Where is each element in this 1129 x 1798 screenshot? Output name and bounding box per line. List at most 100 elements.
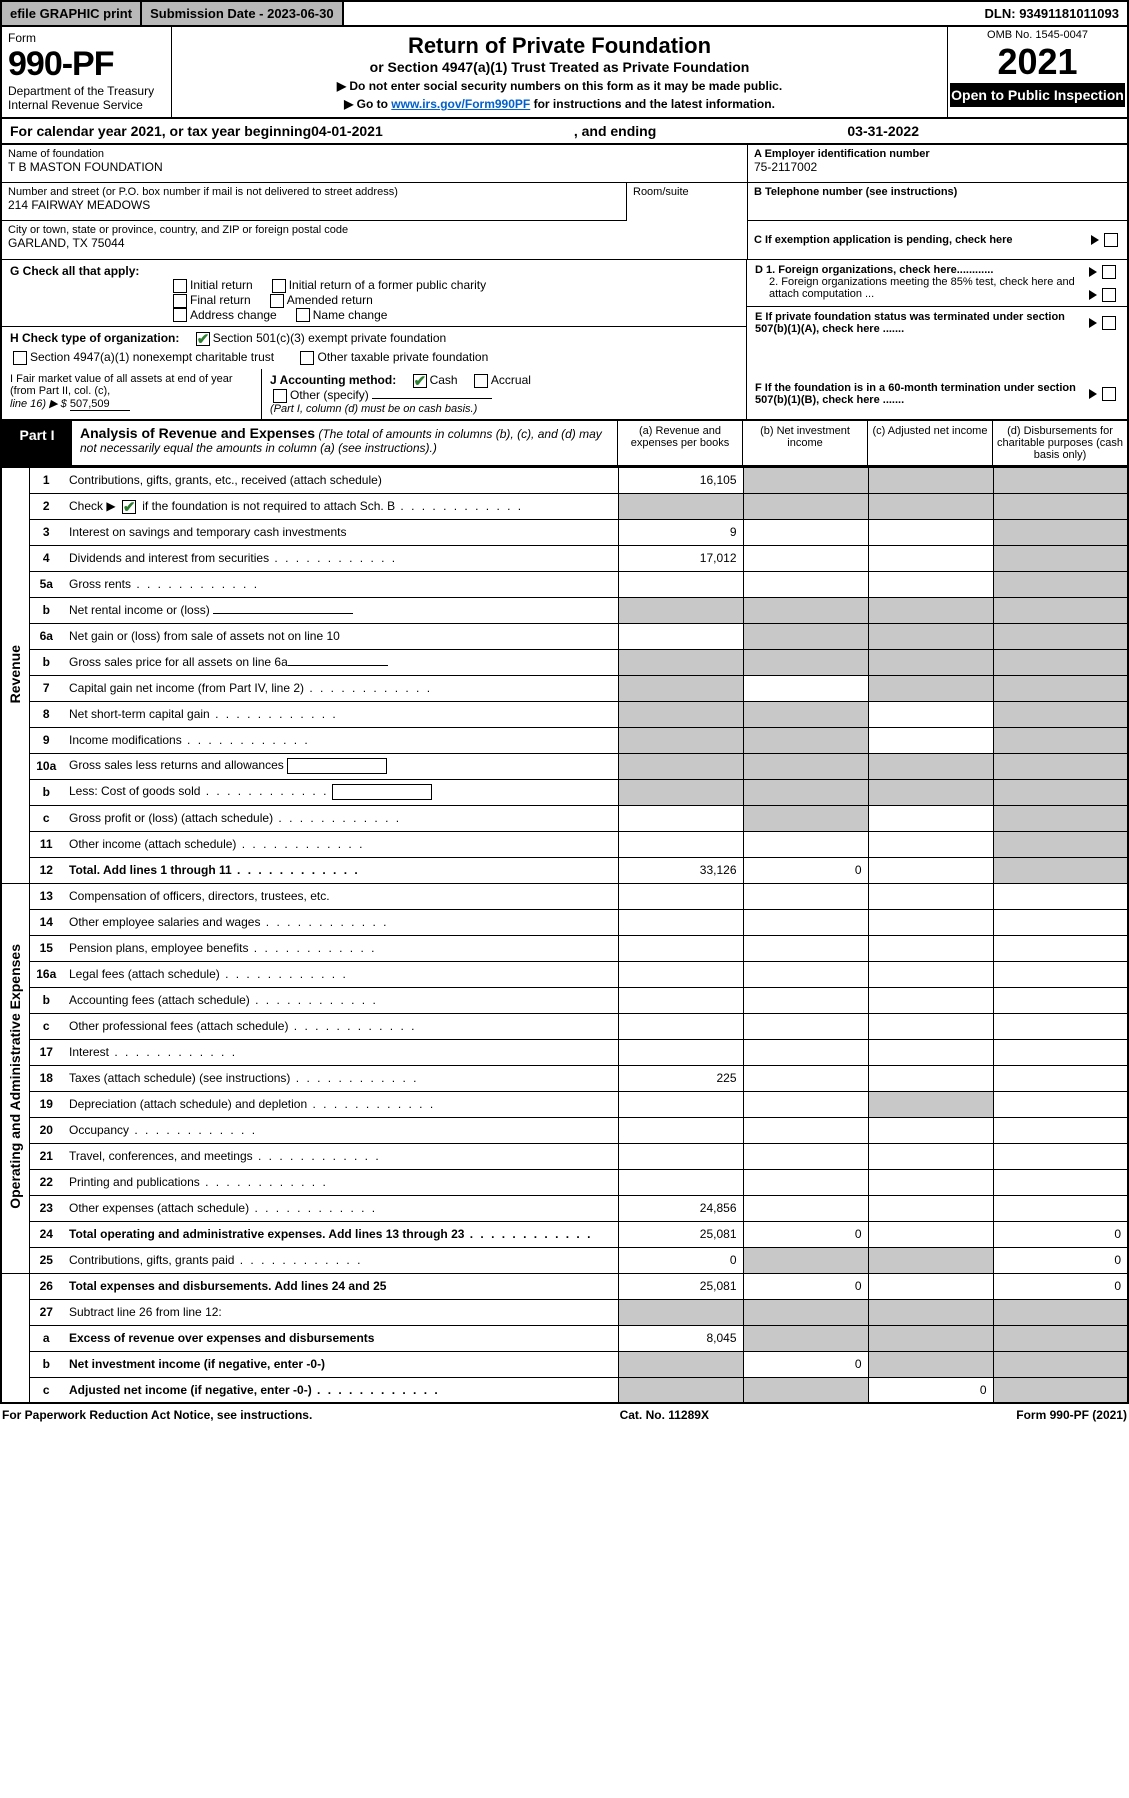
g-final-checkbox[interactable]	[173, 294, 187, 308]
line-8: Net short-term capital gain	[63, 701, 618, 727]
form-subtitle: or Section 4947(a)(1) Trust Treated as P…	[178, 59, 941, 75]
form-label: Form	[8, 31, 165, 45]
j-o1: Cash	[430, 373, 458, 387]
arrow-icon	[1089, 290, 1097, 300]
city-label: City or town, state or province, country…	[8, 224, 741, 236]
g-amended-checkbox[interactable]	[270, 294, 284, 308]
e-checkbox[interactable]	[1102, 316, 1116, 330]
d2-checkbox[interactable]	[1102, 288, 1116, 302]
l12-a: 33,126	[618, 857, 743, 883]
form-title: Return of Private Foundation	[178, 33, 941, 59]
h-label: H Check type of organization:	[10, 331, 179, 345]
i-label-b: line 16) ▶ $	[10, 398, 67, 410]
form-header: Form 990-PF Department of the Treasury I…	[0, 27, 1129, 119]
f-checkbox[interactable]	[1102, 387, 1116, 401]
j-other-checkbox[interactable]	[273, 389, 287, 403]
i-cell: I Fair market value of all assets at end…	[2, 369, 262, 419]
l25-d: 0	[993, 1247, 1128, 1273]
form-number: 990-PF	[8, 45, 165, 84]
ein-cell: A Employer identification number 75-2117…	[748, 145, 1127, 183]
address-cell: Number and street (or P.O. box number if…	[2, 183, 627, 221]
line-7: Capital gain net income (from Part IV, l…	[63, 675, 618, 701]
c-label: C If exemption application is pending, c…	[754, 234, 1013, 246]
omb-label: OMB No. 1545-0047	[950, 29, 1125, 41]
line-3: Interest on savings and temporary cash i…	[63, 519, 618, 545]
submission-date: Submission Date - 2023-06-30	[142, 2, 344, 25]
h-4947-checkbox[interactable]	[13, 351, 27, 365]
efile-button[interactable]: efile GRAPHIC print	[2, 2, 142, 25]
arrow-icon	[1091, 235, 1099, 245]
d1-label: D 1. Foreign organizations, check here..…	[755, 264, 1087, 276]
line-10c: Gross profit or (loss) (attach schedule)	[63, 805, 618, 831]
c-cell: C If exemption application is pending, c…	[748, 221, 1127, 259]
l24-a: 25,081	[618, 1221, 743, 1247]
form-note-1: ▶ Do not enter social security numbers o…	[178, 79, 941, 93]
line-22: Printing and publications	[63, 1169, 618, 1195]
e-row: E If private foundation status was termi…	[747, 307, 1127, 339]
city-cell: City or town, state or province, country…	[2, 221, 747, 259]
g-label: G Check all that apply:	[10, 264, 139, 278]
f-cell: F If the foundation is in a 60-month ter…	[747, 369, 1127, 419]
g-row: G Check all that apply: Initial return I…	[2, 260, 746, 327]
line-5b: Net rental income or (loss)	[63, 597, 618, 623]
calendar-year-row: For calendar year 2021, or tax year begi…	[0, 119, 1129, 145]
j-cash-checkbox[interactable]	[413, 374, 427, 388]
h-o1: Section 501(c)(3) exempt private foundat…	[213, 331, 446, 345]
line-27b: Net investment income (if negative, ente…	[63, 1351, 618, 1377]
room-label: Room/suite	[633, 186, 741, 198]
col-d-head: (d) Disbursements for charitable purpose…	[992, 421, 1127, 465]
part1-header: Part I Analysis of Revenue and Expenses …	[0, 421, 1129, 467]
l27a-a: 8,045	[618, 1325, 743, 1351]
dln-label: DLN: 93491181011093	[977, 2, 1127, 25]
dept-line-2: Internal Revenue Service	[8, 98, 165, 112]
g-o4: Amended return	[287, 293, 373, 307]
l18-a: 225	[618, 1065, 743, 1091]
g-address-checkbox[interactable]	[173, 308, 187, 322]
l25-a: 0	[618, 1247, 743, 1273]
e-label: E If private foundation status was termi…	[755, 311, 1087, 335]
ijf-row: I Fair market value of all assets at end…	[0, 369, 1129, 421]
j-o3: Other (specify)	[290, 388, 369, 402]
line-4: Dividends and interest from securities	[63, 545, 618, 571]
part1-table: Revenue 1Contributions, gifts, grants, e…	[0, 467, 1129, 1405]
g-name-checkbox[interactable]	[296, 308, 310, 322]
cal-end: 03-31-2022	[847, 123, 919, 139]
irs-link[interactable]: www.irs.gov/Form990PF	[391, 97, 530, 111]
line-16a: Legal fees (attach schedule)	[63, 961, 618, 987]
top-bar: efile GRAPHIC print Submission Date - 20…	[0, 0, 1129, 27]
line-2: Check ▶ if the foundation is not require…	[63, 493, 618, 519]
l2-checkbox[interactable]	[122, 500, 136, 514]
d1-checkbox[interactable]	[1102, 265, 1116, 279]
line-16b: Accounting fees (attach schedule)	[63, 987, 618, 1013]
j-accrual-checkbox[interactable]	[474, 374, 488, 388]
line-25: Contributions, gifts, grants paid	[63, 1247, 618, 1273]
l26-d: 0	[993, 1273, 1128, 1299]
col-c-head: (c) Adjusted net income	[867, 421, 992, 465]
expenses-side-label: Operating and Administrative Expenses	[1, 883, 29, 1273]
line-20: Occupancy	[63, 1117, 618, 1143]
arrow-icon	[1089, 267, 1097, 277]
line-6b: Gross sales price for all assets on line…	[63, 649, 618, 675]
h-other-checkbox[interactable]	[300, 351, 314, 365]
footer-mid: Cat. No. 11289X	[620, 1408, 709, 1422]
line-21: Travel, conferences, and meetings	[63, 1143, 618, 1169]
i-label-a: I Fair market value of all assets at end…	[10, 373, 253, 397]
col-a-head: (a) Revenue and expenses per books	[617, 421, 742, 465]
line-18: Taxes (attach schedule) (see instruction…	[63, 1065, 618, 1091]
h-501c3-checkbox[interactable]	[196, 332, 210, 346]
footer: For Paperwork Reduction Act Notice, see …	[0, 1404, 1129, 1426]
h-o3: Other taxable private foundation	[317, 350, 488, 364]
l26-b: 0	[743, 1273, 868, 1299]
l4-a: 17,012	[618, 545, 743, 571]
g-o6: Name change	[313, 308, 388, 322]
tax-year: 2021	[950, 41, 1125, 83]
l1-a: 16,105	[618, 467, 743, 493]
line-5a: Gross rents	[63, 571, 618, 597]
g-initial-former-checkbox[interactable]	[272, 279, 286, 293]
col-b-head: (b) Net investment income	[742, 421, 867, 465]
c-checkbox[interactable]	[1104, 233, 1118, 247]
arrow-icon	[1089, 318, 1097, 328]
g-initial-checkbox[interactable]	[173, 279, 187, 293]
line-13: Compensation of officers, directors, tru…	[63, 883, 618, 909]
info-grid: Name of foundation T B MASTON FOUNDATION…	[0, 145, 1129, 260]
